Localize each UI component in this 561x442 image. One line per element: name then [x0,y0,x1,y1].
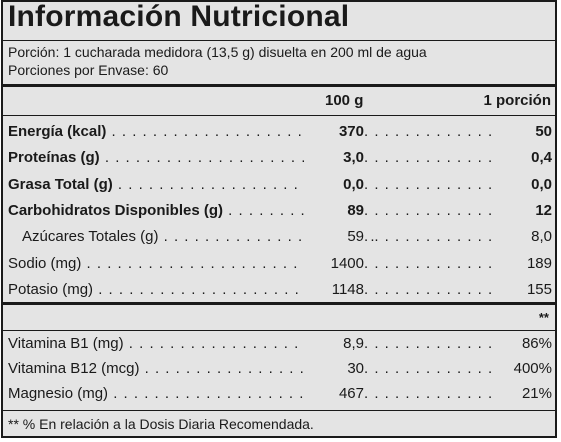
divider [3,410,555,411]
nutrient-name: Magnesio (mg) [8,385,109,402]
value-per-100g: 467 [304,385,364,402]
value-per-100g: 370 [304,123,364,140]
value-per-portion: 12 [492,201,552,219]
table-row: Carbohidratos Disponibles (g) 89 12 [8,201,552,226]
table-row: Potasio (mg) 1148 155 [8,280,552,305]
table-row: Magnesio (mg) 467 21% [8,385,552,409]
divider-thick [3,84,555,87]
vitamins-header: ** [538,310,549,325]
table-row: Azúcares Totales (g) 59 8,0 [8,228,552,252]
value-per-100g: 89 [304,201,364,219]
nutrient-name: Vitamina B1 (mg) [8,335,124,352]
value-per-portion: 155 [492,280,552,298]
value-per-portion: 86% [492,335,552,352]
panel-title: Información Nutricional [8,0,350,33]
nutrient-name: Vitamina B12 (mcg) [8,360,140,377]
table-row: Energía (kcal) 370 50 [8,123,552,147]
divider-thick [3,302,555,305]
nutrient-name: Potasio (mg) [8,280,94,298]
nutrient-name: Azúcares Totales (g) [22,228,159,246]
nutrient-name: Carbohidratos Disponibles (g) [8,201,224,219]
value-per-portion: 21% [492,385,552,402]
value-per-100g: 3,0 [304,149,364,167]
value-per-100g: 1400 [304,254,364,272]
value-per-portion: 0,0 [492,175,552,193]
servings-per-container: Porciones por Envase: 60 [8,62,169,78]
nutrient-name: Energía (kcal) [8,123,107,140]
value-per-100g: 8,9 [304,335,364,352]
value-per-portion: 400% [492,360,552,377]
table-row: Proteínas (g) 3,0 0,4 [8,149,552,173]
value-per-100g: 30 [304,360,364,377]
divider [3,40,555,41]
footnote: ** % En relación a la Dosis Diaria Recom… [8,416,314,432]
header-per-portion: 1 porción [483,92,551,109]
table-row: Sodio (mg) 1400 189 [8,254,552,279]
table-row: Vitamina B1 (mg) 8,9 86% [8,335,552,359]
value-per-portion: 189 [492,254,552,272]
value-per-100g: 1148 [304,280,364,298]
header-per-100g: 100 g [325,92,364,109]
nutrient-name: Proteínas (g) [8,149,100,167]
value-per-100g: 0,0 [304,175,364,193]
value-per-portion: 8,0 [492,228,552,246]
divider [3,115,555,116]
value-per-portion: 50 [492,123,552,140]
value-per-100g: 59 [304,228,364,246]
nutrient-name: Sodio (mg) [8,254,82,272]
serving-size: Porción: 1 cucharada medidora (13,5 g) d… [8,44,427,60]
divider [3,330,555,331]
value-per-portion: 0,4 [492,149,552,167]
nutrient-name: Grasa Total (g) [8,175,113,193]
table-row: Grasa Total (g) 0,0 0,0 [8,175,552,200]
table-row: Vitamina B12 (mcg) 30 400% [8,360,552,384]
